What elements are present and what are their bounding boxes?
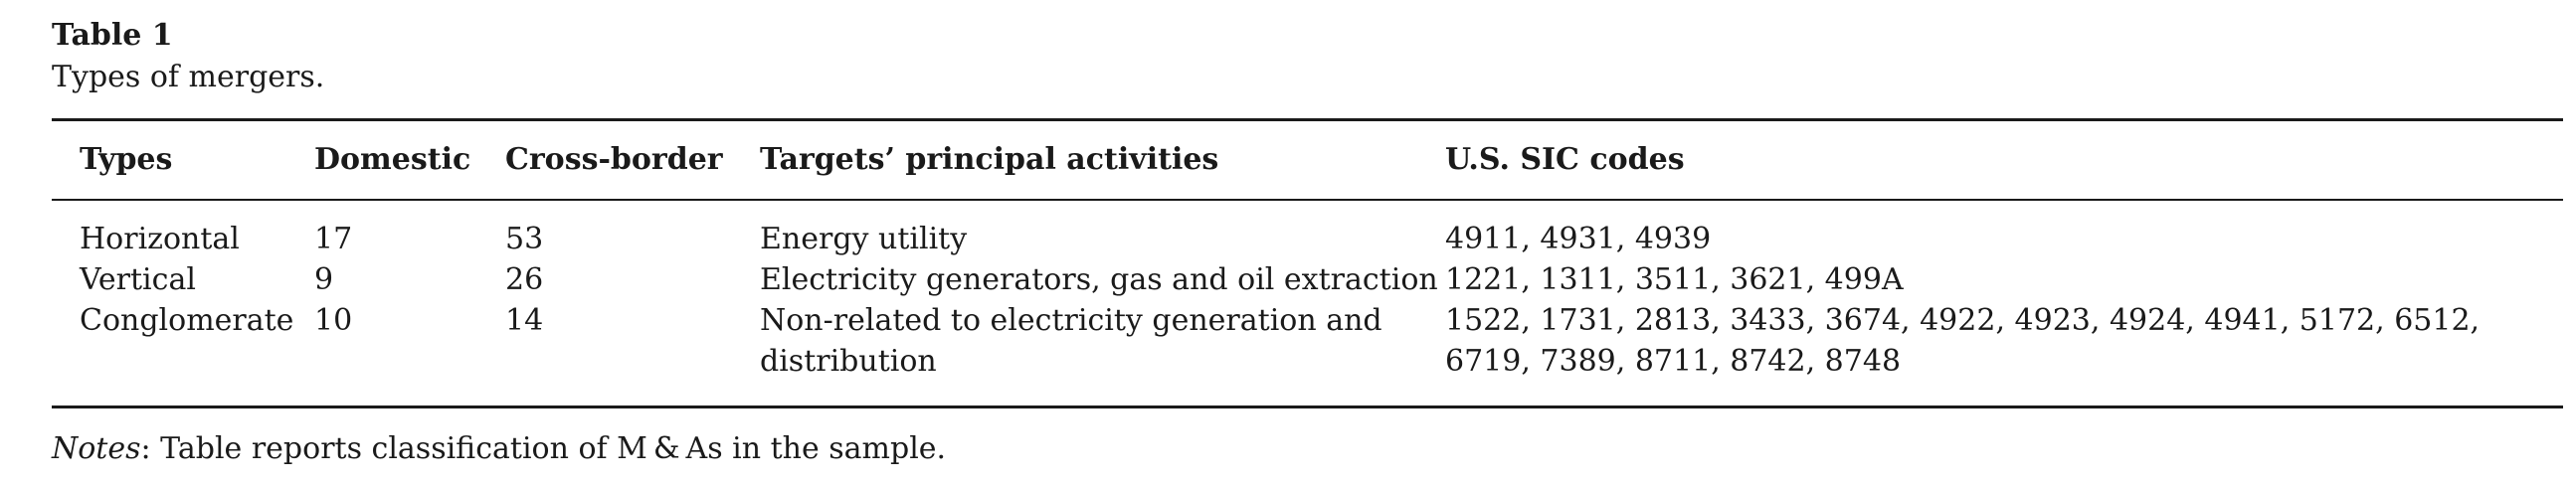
row-domestic: 17: [314, 222, 353, 256]
notes-text: : Table reports classification of M & As…: [140, 431, 947, 466]
row-activities: Electricity generators, gas and oil extr…: [760, 262, 1438, 297]
row-sic-codes: 1221, 1311, 3511, 3621, 499A: [1445, 262, 1904, 297]
row-cross-border: 14: [505, 303, 544, 338]
header-principal-activities: Targets’ principal activities: [760, 142, 1219, 177]
row-activities: Energy utility: [760, 222, 968, 256]
row-cross-border: 53: [505, 222, 544, 256]
row-type: Horizontal: [80, 222, 240, 256]
header-domestic: Domestic: [314, 142, 471, 177]
header-sic-codes: U.S. SIC codes: [1445, 142, 1685, 177]
header-types: Types: [80, 142, 173, 177]
notes-label: Notes: [52, 431, 141, 466]
row-domestic: 10: [314, 303, 353, 338]
table-subtitle: Types of mergers.: [52, 60, 325, 94]
row-sic-codes: 4911, 4931, 4939: [1445, 222, 1712, 256]
row-cross-border: 26: [505, 262, 544, 297]
table-top-rule: [52, 118, 2563, 121]
row-type: Vertical: [80, 262, 196, 297]
table-bottom-rule: [52, 406, 2563, 408]
header-cross-border: Cross-border: [505, 142, 723, 177]
row-type: Conglomerate: [80, 303, 294, 338]
row-domestic: 9: [314, 262, 334, 297]
row-activities: Non-related to electricity generation an…: [760, 303, 1382, 379]
row-sic-codes: 1522, 1731, 2813, 3433, 3674, 4922, 4923…: [1445, 303, 2481, 379]
table-notes: Notes: Table reports classification of M…: [52, 429, 946, 469]
table-title: Table 1: [52, 18, 173, 53]
table-header-rule: [52, 199, 2563, 201]
